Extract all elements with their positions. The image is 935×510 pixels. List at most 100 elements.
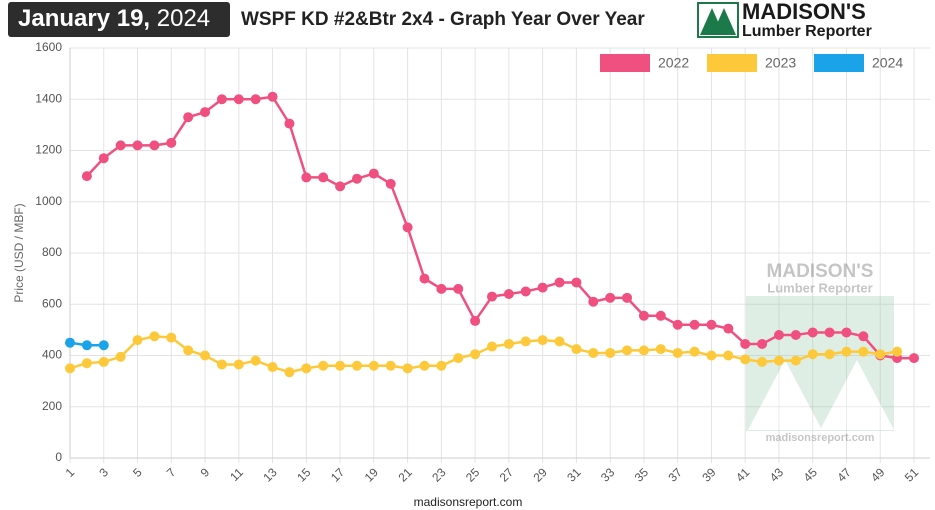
data-point [436, 360, 447, 371]
y-tick-label: 600 [42, 296, 62, 310]
legend-label: 2022 [658, 55, 689, 71]
data-point [571, 344, 582, 355]
data-point [132, 335, 143, 346]
data-point [858, 331, 869, 342]
data-point [402, 363, 413, 374]
data-point [672, 347, 683, 358]
data-point [115, 351, 126, 362]
data-point [149, 140, 160, 151]
data-point [470, 349, 481, 360]
data-point [200, 107, 211, 118]
chart-title: WSPF KD #2&Btr 2x4 - Graph Year Over Yea… [241, 9, 645, 30]
data-point [554, 277, 565, 288]
data-point [301, 172, 312, 183]
logo-sub: Lumber Reporter [742, 23, 872, 40]
data-point [318, 172, 329, 183]
data-point [267, 362, 278, 373]
data-point [65, 337, 75, 348]
data-point [757, 356, 768, 367]
y-axis-label: Price (USD / MBF) [12, 203, 26, 302]
y-tick-label: 800 [42, 245, 62, 259]
legend-label: 2023 [765, 55, 796, 71]
y-tick-label: 1000 [35, 194, 62, 208]
data-point [402, 222, 413, 233]
data-point [470, 315, 481, 326]
data-point [166, 137, 177, 148]
data-point [638, 345, 649, 356]
data-point [98, 356, 109, 367]
data-point [638, 310, 649, 321]
data-point [166, 332, 177, 343]
date-main: January 19, [18, 5, 150, 32]
data-point [622, 345, 633, 356]
data-point [216, 94, 227, 105]
data-point [132, 140, 143, 151]
data-point [81, 358, 92, 369]
data-point [824, 349, 835, 360]
date-box [8, 2, 230, 37]
data-point [183, 112, 194, 123]
data-point [605, 347, 616, 358]
y-tick-label: 200 [42, 399, 62, 413]
data-point [301, 363, 312, 374]
data-point [571, 277, 582, 288]
watermark: MADISON'S Lumber Reporter madisonsreport… [746, 261, 894, 444]
data-point [368, 168, 379, 179]
data-point [588, 296, 599, 307]
data-point [588, 347, 599, 358]
data-point [655, 344, 666, 355]
logo-name: MADISON'S [742, 0, 866, 24]
data-point [200, 350, 211, 361]
data-point [740, 354, 751, 365]
data-point [723, 350, 734, 361]
data-point [250, 94, 261, 105]
data-point [773, 330, 784, 340]
data-point [655, 310, 666, 321]
data-point [453, 353, 464, 364]
data-point [216, 359, 227, 370]
y-tick-label: 1600 [35, 40, 62, 54]
data-point [824, 327, 835, 338]
watermark-sub: Lumber Reporter [767, 280, 872, 295]
date-year: 2024 [157, 5, 210, 32]
data-point [149, 331, 160, 342]
data-point [351, 173, 362, 184]
data-point [790, 330, 801, 340]
data-point [81, 340, 92, 351]
logo-tree [712, 8, 736, 35]
data-point [807, 327, 818, 338]
data-point [909, 353, 919, 364]
data-point [453, 283, 464, 294]
data-point [503, 338, 514, 349]
data-point [65, 363, 75, 374]
y-tick-label: 400 [42, 348, 62, 362]
data-point [351, 360, 362, 371]
data-point [605, 292, 616, 303]
data-point [841, 346, 852, 357]
data-point [807, 349, 818, 360]
data-point [537, 335, 548, 346]
data-point [790, 355, 801, 366]
data-point [706, 319, 717, 330]
watermark-tree [748, 360, 822, 430]
data-point [436, 283, 447, 294]
data-point [267, 91, 278, 102]
data-point [689, 319, 700, 330]
data-point [723, 323, 734, 334]
data-point [98, 340, 109, 351]
data-point [318, 360, 329, 371]
y-tick-label: 1400 [35, 91, 62, 105]
data-point [81, 171, 92, 182]
data-point [757, 338, 768, 349]
data-point [706, 350, 717, 361]
data-point [250, 355, 261, 366]
data-point [98, 153, 109, 164]
data-point [875, 349, 886, 360]
watermark-name: MADISON'S [767, 261, 874, 282]
watermark-box [746, 296, 894, 431]
data-point [537, 282, 548, 293]
legend-swatch [707, 54, 757, 72]
legend-label: 2024 [872, 55, 903, 71]
footer: madisonsreport.com [414, 495, 523, 509]
